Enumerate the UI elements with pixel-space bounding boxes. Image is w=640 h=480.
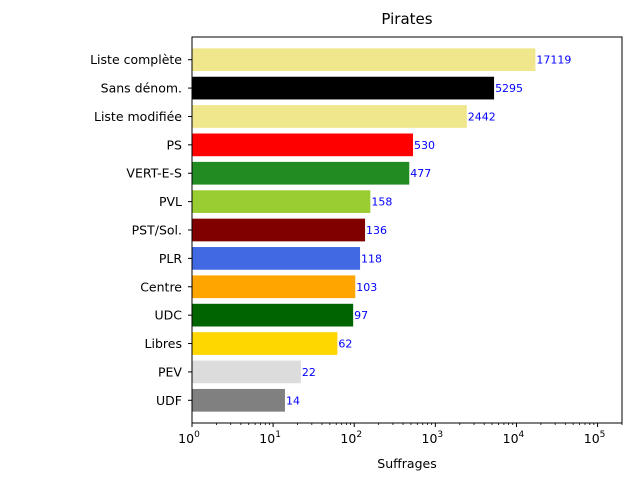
category-label: PS: [167, 137, 183, 152]
bar: [192, 218, 366, 242]
chart-title: Pirates: [381, 10, 432, 28]
data-label: 62: [338, 338, 352, 351]
bar: [192, 360, 301, 384]
category-label: Centre: [140, 279, 182, 294]
bar: [192, 105, 467, 128]
category-label: Sans dénom.: [101, 81, 182, 96]
data-label: 5295: [495, 82, 523, 95]
x-tick-label: 104: [503, 430, 525, 446]
data-label: 22: [302, 366, 316, 379]
data-label: 118: [361, 252, 382, 265]
category-label: PLR: [159, 251, 183, 266]
bar: [192, 388, 285, 412]
bar: [192, 161, 410, 185]
data-label: 136: [366, 224, 387, 237]
bar: [192, 303, 354, 327]
bar: [192, 332, 338, 355]
bar: [192, 247, 361, 270]
x-tick-label: 103: [422, 430, 444, 446]
category-label: UDF: [156, 393, 182, 408]
data-labels-group: 17119 5295 2442 530 477 158 136 118 103 97 62 22 14: [286, 54, 571, 408]
x-tick-label: 105: [584, 430, 606, 446]
x-tick-label: 102: [340, 430, 362, 446]
data-label: 477: [410, 167, 431, 180]
category-label: PVL: [159, 194, 182, 209]
data-label: 2442: [468, 110, 496, 123]
x-tick-label: 100: [178, 430, 200, 446]
category-label: PEV: [158, 364, 182, 379]
category-label: VERT-E-S: [126, 166, 182, 181]
bars-group: [192, 48, 536, 412]
data-label: 103: [356, 281, 377, 294]
x-ticks-group: 100 101 102 103 104 105: [178, 423, 623, 446]
data-label: 158: [371, 196, 392, 209]
bar: [192, 190, 371, 213]
category-labels-group: Liste complète Sans dénom. Liste modifiée P…: [90, 52, 192, 408]
category-label: Libres: [145, 336, 182, 351]
category-label: PST/Sol.: [132, 223, 182, 238]
bar: [192, 48, 536, 72]
category-label: UDC: [154, 308, 182, 323]
category-label: Liste modifiée: [94, 109, 182, 124]
x-axis-label: Suffrages: [377, 456, 436, 471]
bar: [192, 133, 413, 157]
data-label: 530: [414, 139, 435, 152]
plot-frame: [191, 36, 623, 424]
bar: [192, 275, 356, 299]
x-tick-label: 101: [259, 430, 281, 446]
data-label: 17119: [536, 54, 571, 67]
bar: [192, 76, 495, 100]
category-label: Liste complète: [90, 52, 182, 67]
data-label: 97: [354, 309, 368, 322]
data-label: 14: [286, 394, 300, 407]
